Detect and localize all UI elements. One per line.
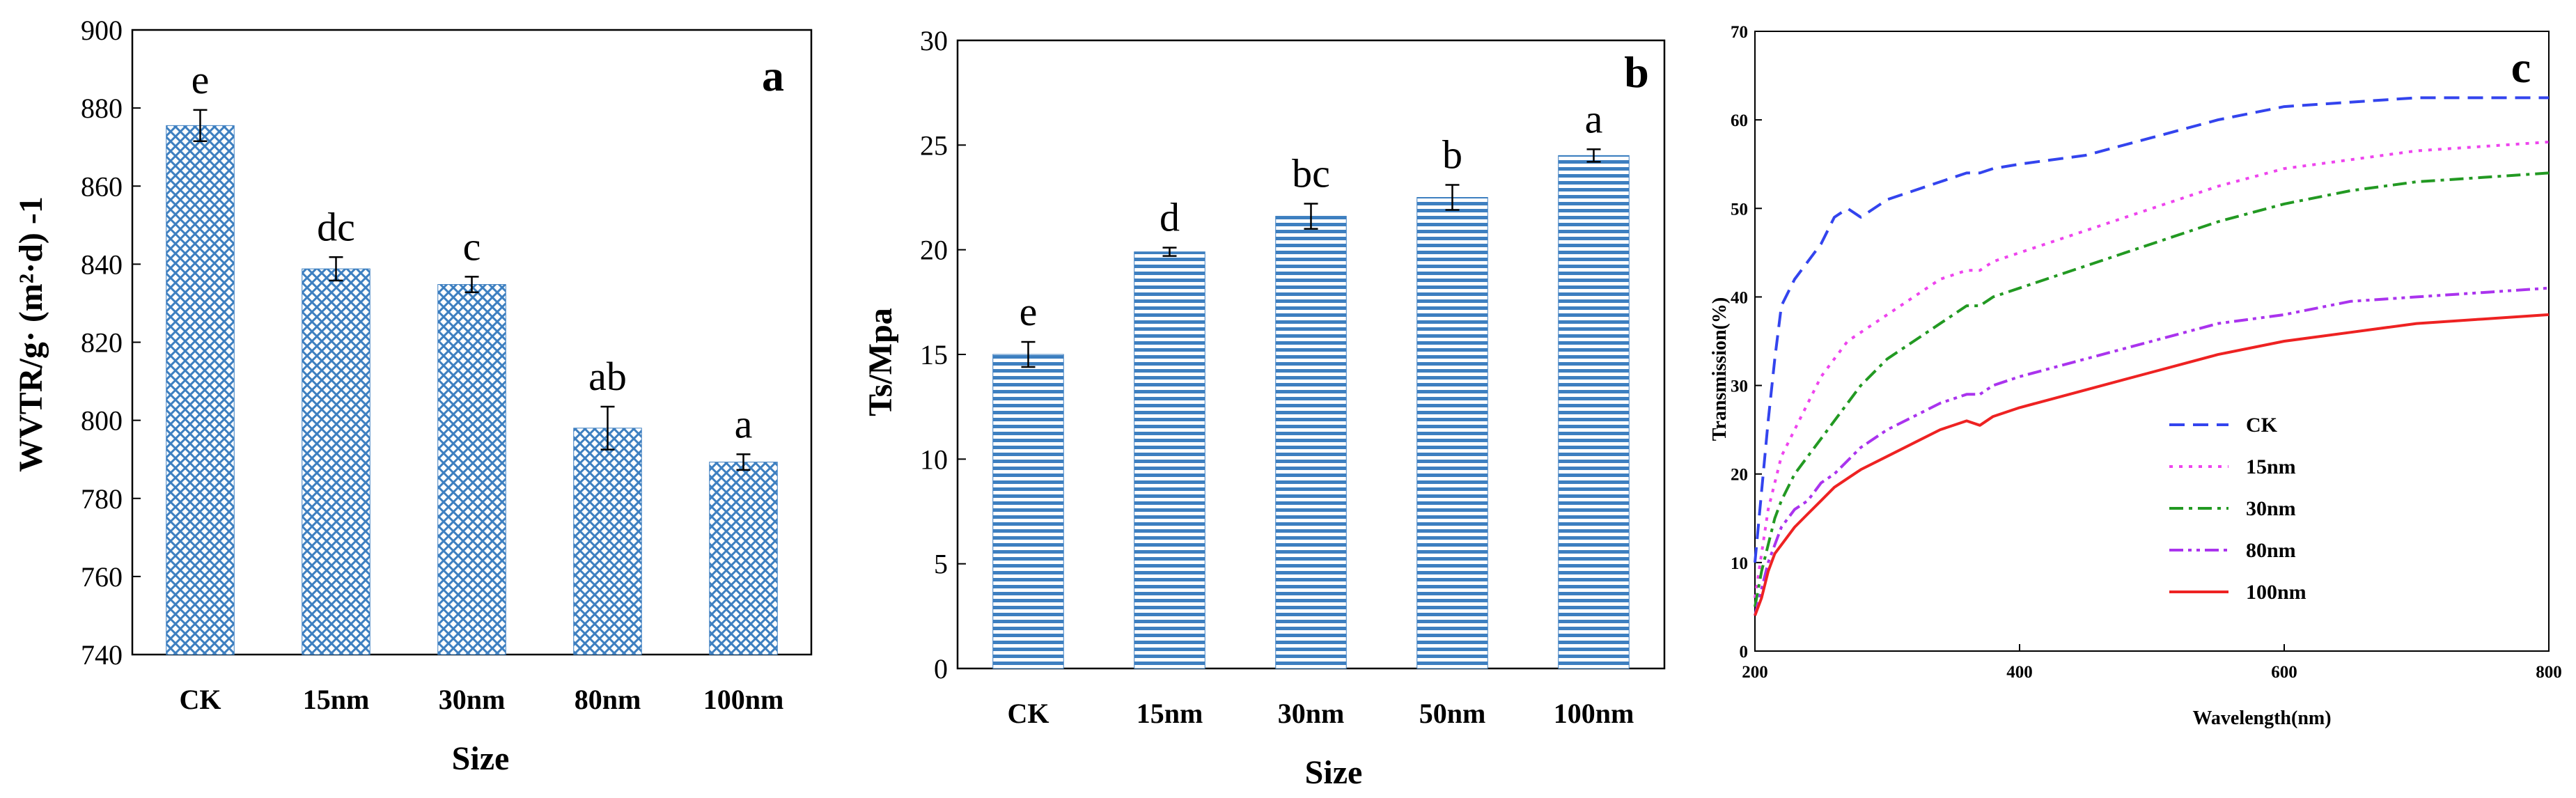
c-ytick-label: 30 (1731, 377, 1748, 396)
b-bar-50nm (1416, 197, 1488, 669)
c-series-line-ck (1754, 96, 2549, 563)
c-xtick-label: 200 (1742, 663, 1768, 682)
a-ytick-label: 900 (81, 15, 123, 46)
a-bar-100nm (709, 462, 778, 655)
b-xtick-ck: CK (1008, 698, 1049, 729)
c-ytick-label: 60 (1731, 111, 1748, 130)
a-xtick-30nm: 30nm (439, 684, 506, 715)
panel-a-ylabel: WVTR/g· (m²·d) -1 (13, 196, 49, 472)
a-xtick-ck: CK (180, 684, 221, 715)
c-ytick-label: 50 (1731, 200, 1748, 219)
panel-a-label: a (762, 51, 784, 100)
panel-b-ylabel: Ts/Mpa (862, 308, 899, 416)
c-series-line-80nm (1754, 286, 2550, 616)
a-ytick-label: 780 (81, 483, 123, 515)
a-significance-15nm: dc (317, 204, 355, 249)
b-significance-15nm: d (1160, 195, 1180, 240)
b-significance-50nm: b (1442, 132, 1462, 177)
panel-b-label: b (1624, 47, 1649, 97)
c-legend-label-30nm: 30nm (2246, 497, 2296, 520)
panel-a-wvtr-chart: 740 760 780 800 820 840 860 880 900 e CK dc 15nm c 30… (13, 15, 813, 777)
b-xtick-15nm: 15nm (1137, 698, 1203, 729)
b-ytick-label: 15 (920, 339, 948, 370)
a-significance-80nm: ab (588, 354, 627, 399)
a-significance-ck: e (192, 57, 210, 102)
c-plot-frame (1754, 31, 2550, 652)
b-xtick-30nm: 30nm (1278, 698, 1345, 729)
panel-c-transmission-chart: 0 10 20 30 40 50 60 70 200 400 600 800 CK 15nm 30nm 80… (1709, 23, 2562, 729)
c-series-line-30nm (1754, 171, 2550, 607)
c-legend-label-100nm: 100nm (2246, 581, 2306, 604)
c-ytick-label: 70 (1731, 23, 1748, 42)
b-xtick-50nm: 50nm (1419, 698, 1486, 729)
a-ytick-label: 880 (81, 93, 123, 124)
b-ytick-label: 0 (934, 653, 948, 684)
panel-b-tensile-chart: 0 5 10 15 20 25 30 e CK d 15nm bc 30nm b 50nm a 100nm b… (862, 25, 1666, 791)
b-bar-30nm (1275, 216, 1347, 669)
a-bar-15nm (302, 268, 370, 655)
c-xtick-label: 600 (2271, 663, 2297, 682)
a-ytick-label: 840 (81, 249, 123, 280)
panel-b-xlabel: Size (1305, 754, 1363, 791)
b-significance-100nm: a (1585, 96, 1603, 141)
a-ytick-label: 860 (81, 171, 123, 202)
c-ytick-label: 10 (1731, 554, 1748, 573)
panel-a-xlabel: Size (452, 740, 510, 777)
a-ytick-label: 760 (81, 561, 123, 593)
a-xtick-15nm: 15nm (303, 684, 370, 715)
panel-c-ylabel: Transmission(%) (1709, 297, 1731, 441)
b-bar-15nm (1134, 251, 1205, 669)
a-bar-30nm (437, 284, 506, 655)
b-bar-100nm (1558, 155, 1630, 669)
panel-c-label: c (2511, 42, 2531, 92)
a-ytick-label: 740 (81, 639, 123, 671)
c-ytick-label: 20 (1731, 466, 1748, 485)
b-significance-30nm: bc (1292, 151, 1330, 196)
b-ytick-label: 5 (934, 549, 948, 580)
c-ytick-label: 0 (1740, 643, 1749, 662)
b-significance-ck: e (1020, 289, 1038, 334)
c-legend-label-ck: CK (2246, 414, 2278, 437)
c-legend-label-80nm: 80nm (2246, 539, 2296, 562)
c-xtick-label: 800 (2536, 663, 2562, 682)
a-xtick-80nm: 80nm (575, 684, 641, 715)
c-ytick-label: 40 (1731, 288, 1748, 307)
a-bar-80nm (573, 428, 642, 655)
b-ytick-label: 25 (920, 130, 948, 161)
panel-c-xlabel: Wavelength(nm) (2192, 707, 2331, 729)
c-legend-label-15nm: 15nm (2246, 455, 2296, 478)
a-xtick-100nm: 100nm (703, 684, 784, 715)
b-ytick-label: 20 (920, 235, 948, 266)
a-ytick-label: 800 (81, 405, 123, 437)
a-significance-100nm: a (735, 401, 753, 446)
a-bar-ck (166, 125, 235, 655)
a-significance-30nm: c (463, 224, 481, 269)
b-ytick-label: 30 (920, 25, 948, 56)
c-series-line-15nm (1754, 140, 2550, 598)
b-ytick-label: 10 (920, 444, 948, 475)
c-series-line-100nm (1754, 313, 2550, 616)
c-xtick-label: 400 (2006, 663, 2033, 682)
a-ytick-label: 820 (81, 327, 123, 359)
b-xtick-100nm: 100nm (1554, 698, 1634, 729)
b-bar-ck (992, 354, 1064, 669)
